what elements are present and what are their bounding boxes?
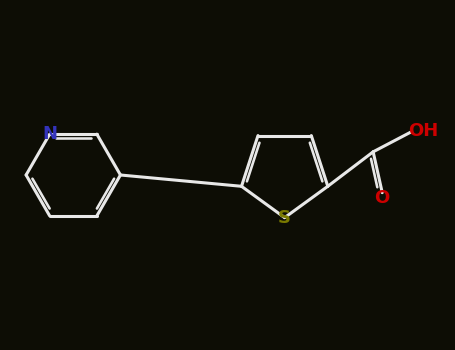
Text: N: N xyxy=(42,125,57,143)
Text: S: S xyxy=(278,209,291,227)
Text: O: O xyxy=(374,189,390,207)
Text: OH: OH xyxy=(408,122,438,140)
